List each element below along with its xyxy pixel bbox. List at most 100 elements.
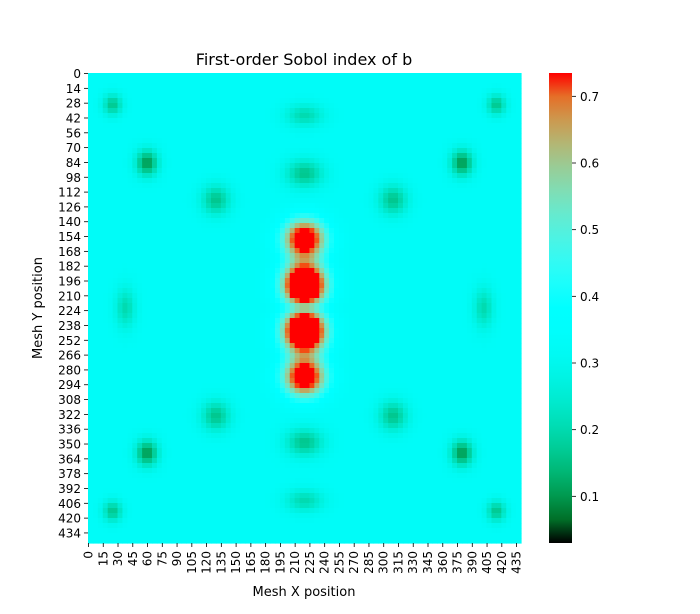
- heatmap-cell: [359, 143, 365, 149]
- heatmap-cell: [255, 143, 261, 149]
- heatmap-cell: [339, 148, 345, 154]
- heatmap-cell: [241, 218, 247, 224]
- heatmap-cell: [491, 288, 497, 294]
- heatmap-cell: [172, 328, 178, 334]
- heatmap-cell: [127, 298, 133, 304]
- heatmap-cell: [383, 293, 389, 299]
- heatmap-cell: [373, 128, 379, 134]
- heatmap-cell: [423, 178, 429, 184]
- heatmap-cell: [181, 88, 187, 94]
- heatmap-cell: [437, 338, 443, 344]
- heatmap-cell: [196, 293, 202, 299]
- heatmap-cell: [398, 328, 404, 334]
- heatmap-cell: [245, 228, 251, 234]
- heatmap-cell: [511, 163, 517, 169]
- heatmap-cell: [132, 258, 138, 264]
- heatmap-cell: [250, 278, 256, 284]
- heatmap-cell: [359, 108, 365, 114]
- heatmap-cell: [516, 113, 522, 119]
- heatmap-cell: [147, 248, 153, 254]
- heatmap-cell: [127, 203, 133, 209]
- heatmap-cell: [300, 303, 306, 309]
- heatmap-cell: [482, 253, 488, 259]
- heatmap-cell: [457, 203, 463, 209]
- heatmap-cell: [511, 193, 517, 199]
- heatmap-cell: [477, 328, 483, 334]
- heatmap-cell: [428, 223, 434, 229]
- heatmap-cell: [172, 203, 178, 209]
- heatmap-cell: [290, 248, 296, 254]
- heatmap-cell: [314, 143, 320, 149]
- heatmap-cell: [132, 268, 138, 274]
- heatmap-cell: [403, 303, 409, 309]
- heatmap-cell: [319, 313, 325, 319]
- heatmap-cell: [496, 128, 502, 134]
- heatmap-cell: [305, 138, 311, 144]
- heatmap-cell: [98, 128, 104, 134]
- heatmap-cell: [368, 263, 374, 269]
- heatmap-cell: [285, 88, 291, 94]
- heatmap-cell: [437, 178, 443, 184]
- heatmap-cell: [196, 98, 202, 104]
- heatmap-cell: [152, 278, 158, 284]
- heatmap-cell: [359, 113, 365, 119]
- heatmap-cell: [398, 193, 404, 199]
- heatmap-cell: [472, 308, 478, 314]
- heatmap-cell: [127, 88, 133, 94]
- heatmap-cell: [378, 128, 384, 134]
- heatmap-cell: [329, 268, 335, 274]
- heatmap-cell: [452, 318, 458, 324]
- heatmap-cell: [132, 78, 138, 84]
- heatmap-cell: [506, 328, 512, 334]
- heatmap-cell: [462, 283, 468, 289]
- heatmap-cell: [177, 93, 183, 99]
- heatmap-cell: [211, 243, 217, 249]
- heatmap-cell: [118, 303, 124, 309]
- heatmap-cell: [226, 173, 232, 179]
- heatmap-cell: [241, 203, 247, 209]
- heatmap-cell: [506, 218, 512, 224]
- heatmap-cell: [265, 233, 271, 239]
- heatmap-cell: [373, 248, 379, 254]
- heatmap-cell: [300, 178, 306, 184]
- heatmap-cell: [344, 248, 350, 254]
- heatmap-cell: [349, 268, 355, 274]
- heatmap-cell: [437, 118, 443, 124]
- heatmap-cell: [393, 98, 399, 104]
- heatmap-cell: [423, 293, 429, 299]
- heatmap-cell: [403, 83, 409, 89]
- heatmap-cell: [137, 108, 143, 114]
- heatmap-cell: [447, 158, 453, 164]
- heatmap-cell: [216, 268, 222, 274]
- heatmap-cell: [467, 218, 473, 224]
- heatmap-cell: [383, 338, 389, 344]
- heatmap-cell: [457, 208, 463, 214]
- heatmap-cell: [93, 78, 99, 84]
- heatmap-cell: [309, 283, 315, 289]
- heatmap-cell: [113, 228, 119, 234]
- heatmap-cell: [487, 213, 493, 219]
- heatmap-cell: [122, 198, 128, 204]
- heatmap-cell: [383, 283, 389, 289]
- heatmap-cell: [373, 273, 379, 279]
- heatmap-cell: [211, 123, 217, 129]
- heatmap-cell: [231, 308, 237, 314]
- heatmap-cell: [137, 98, 143, 104]
- heatmap-cell: [147, 108, 153, 114]
- heatmap-cell: [142, 138, 148, 144]
- heatmap-cell: [378, 218, 384, 224]
- heatmap-cell: [428, 213, 434, 219]
- heatmap-cell: [270, 213, 276, 219]
- heatmap-cell: [477, 88, 483, 94]
- heatmap-cell: [403, 298, 409, 304]
- heatmap-cell: [270, 88, 276, 94]
- heatmap-cell: [368, 233, 374, 239]
- heatmap-cell: [403, 293, 409, 299]
- heatmap-cell: [388, 168, 394, 174]
- heatmap-cell: [324, 238, 330, 244]
- heatmap-cell: [428, 83, 434, 89]
- heatmap-cell: [393, 73, 399, 79]
- heatmap-cell: [290, 283, 296, 289]
- heatmap-cell: [506, 153, 512, 159]
- heatmap-cell: [181, 138, 187, 144]
